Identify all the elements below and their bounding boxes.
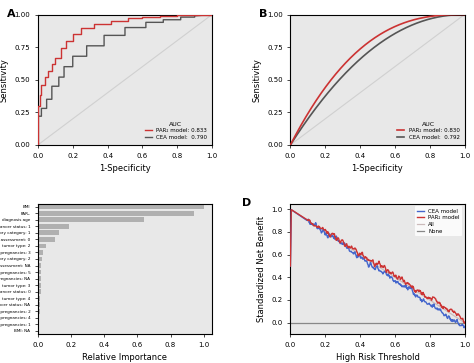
- PAR₂ model: [357, 251, 363, 255]
- Legend: CEA model, PAR₂ model, All, None: CEA model, PAR₂ model, All, None: [415, 206, 462, 236]
- Line: All: All: [291, 209, 465, 323]
- None: [413, 321, 419, 325]
- Line: CEA model: CEA model: [291, 210, 465, 328]
- Bar: [38, 315, 39, 320]
- None: [356, 321, 362, 325]
- CEA model: [398, 283, 403, 287]
- Bar: [38, 270, 41, 274]
- CEA model: [288, 208, 294, 212]
- All: [288, 207, 293, 211]
- PAR₂ model: [288, 264, 293, 268]
- PAR₂ model: [414, 289, 419, 293]
- Bar: [38, 263, 41, 268]
- Y-axis label: Sensitivity: Sensitivity: [0, 58, 9, 102]
- Bar: [38, 283, 41, 287]
- CEA model: [357, 253, 363, 258]
- PAR₂ model: [415, 288, 420, 292]
- Y-axis label: Standardized Net Benefit: Standardized Net Benefit: [257, 216, 266, 322]
- PAR₂ model: [345, 244, 350, 249]
- Y-axis label: Sensitivity: Sensitivity: [253, 58, 262, 102]
- Bar: [38, 217, 144, 222]
- X-axis label: High Risk Threshold: High Risk Threshold: [336, 353, 419, 362]
- CEA model: [414, 293, 419, 297]
- Text: D: D: [242, 198, 251, 208]
- All: [414, 289, 420, 294]
- PAR₂ model: [462, 321, 467, 325]
- Bar: [38, 250, 43, 255]
- PAR₂ model: [398, 277, 403, 282]
- X-axis label: Relative Importance: Relative Importance: [82, 353, 167, 362]
- PAR₂ model: [309, 221, 315, 226]
- All: [397, 278, 403, 283]
- Bar: [38, 309, 39, 314]
- CEA model: [345, 245, 350, 249]
- Bar: [38, 204, 204, 209]
- None: [397, 321, 403, 325]
- Text: B: B: [259, 9, 267, 19]
- None: [288, 321, 293, 325]
- Bar: [38, 237, 55, 242]
- CEA model: [309, 222, 315, 227]
- Bar: [38, 289, 41, 294]
- Bar: [38, 224, 69, 229]
- All: [344, 244, 350, 248]
- None: [309, 321, 314, 325]
- None: [414, 321, 420, 325]
- Bar: [38, 231, 59, 235]
- Bar: [38, 244, 46, 248]
- Line: PAR₂ model: PAR₂ model: [291, 210, 465, 323]
- All: [462, 321, 467, 325]
- All: [413, 289, 419, 293]
- CEA model: [462, 324, 467, 329]
- Legend: PAR₂ model: 0.830, CEA model:  0.792: PAR₂ model: 0.830, CEA model: 0.792: [395, 119, 462, 142]
- Text: A: A: [7, 9, 15, 19]
- None: [344, 321, 350, 325]
- Legend: PAR₂ model: 0.833, CEA model:  0.790: PAR₂ model: 0.833, CEA model: 0.790: [143, 119, 209, 142]
- Bar: [38, 302, 40, 307]
- None: [462, 321, 467, 325]
- Bar: [38, 257, 42, 261]
- PAR₂ model: [288, 208, 294, 212]
- Bar: [38, 211, 194, 216]
- CEA model: [461, 326, 467, 330]
- CEA model: [415, 293, 420, 297]
- Bar: [38, 276, 41, 281]
- Bar: [38, 322, 39, 327]
- All: [356, 252, 362, 256]
- X-axis label: 1-Specificity: 1-Specificity: [352, 164, 403, 173]
- Bar: [38, 328, 39, 333]
- X-axis label: 1-Specificity: 1-Specificity: [99, 164, 151, 173]
- Bar: [38, 295, 40, 301]
- CEA model: [288, 264, 293, 268]
- All: [309, 221, 314, 225]
